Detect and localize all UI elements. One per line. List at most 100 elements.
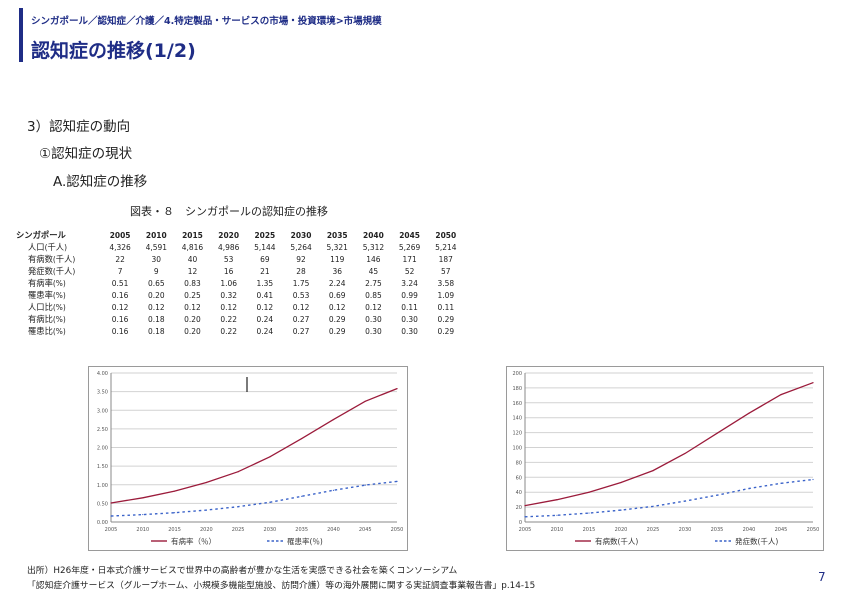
y-tick-label: 3.00 [97, 408, 108, 414]
y-tick-label: 160 [512, 401, 522, 407]
table-year-header: 2030 [290, 230, 312, 240]
table-cell: 3.24 [401, 278, 418, 288]
table-cell: 0.53 [292, 290, 310, 300]
table-cell: 0.12 [220, 302, 237, 312]
table-year-header: 2010 [145, 230, 167, 240]
table-cell: 0.83 [184, 278, 201, 288]
table-cell: 0.69 [328, 290, 346, 300]
data-point [237, 506, 239, 508]
y-tick-label: 140 [512, 416, 522, 422]
table-year-header: 2035 [326, 230, 348, 240]
table-row: 有病比(%) 0.16 0.18 0.20 0.22 0.24 0.27 0.29 0.30 0.… [16, 313, 464, 325]
y-tick-label: 80 [516, 460, 522, 466]
breadcrumb: シンガポール／認知症／介護／4.特定製品・サービスの市場・投資環境>市場規模 [31, 16, 382, 27]
x-tick-label: 2010 [551, 527, 564, 533]
data-point [620, 481, 622, 484]
table-row-label: 罹患比(%) [28, 326, 66, 336]
data-point [652, 469, 654, 472]
data-point [748, 487, 750, 490]
table-cell: 1.35 [256, 278, 274, 288]
table-cell: 0.24 [256, 314, 274, 324]
data-point [205, 509, 207, 511]
table-cell: 0.12 [111, 302, 129, 312]
table-cell: 69 [260, 254, 270, 264]
table-row: 発症数(千人) 7 9 12 16 21 28 36 45 52 57 [16, 265, 464, 277]
outline-level-2: ①認知症の現状 [39, 146, 133, 162]
x-tick-label: 2020 [200, 527, 213, 533]
table-cell: 0.16 [111, 314, 129, 324]
x-tick-label: 2020 [615, 527, 628, 533]
table-row-label: 発症数(千人) [28, 266, 76, 276]
data-point [173, 512, 176, 514]
series-line-1 [524, 478, 814, 518]
table-header-row: シンガポール 2005 2010 2015 2020 2025 2030 203… [16, 229, 464, 241]
y-tick-label: 180 [512, 386, 522, 392]
y-tick-label: 0.50 [97, 501, 108, 507]
y-tick-label: 200 [512, 371, 522, 377]
data-point [142, 513, 144, 516]
table-row: 人口比(%) 0.12 0.12 0.12 0.12 0.12 0.12 0.12 0.12 0.… [16, 301, 464, 313]
table-year-header: 2025 [254, 230, 276, 240]
outline-level-1: 3）認知症の動向 [27, 119, 131, 135]
data-point [332, 418, 335, 421]
table-row-label: 人口比(%) [28, 302, 66, 312]
data-point [142, 497, 144, 499]
table-cell: 12 [187, 266, 198, 276]
data-point [716, 432, 718, 434]
table-cell: 146 [366, 254, 381, 264]
table-cell: 0.30 [365, 326, 382, 336]
title-accent-bar [19, 8, 23, 62]
data-point [556, 514, 558, 516]
table-row-label: 有病数(千人) [28, 254, 76, 264]
table-cell: 0.29 [328, 314, 346, 324]
data-point [301, 495, 303, 497]
table-cell: 0.12 [328, 302, 346, 312]
table-cell: 0.18 [147, 314, 165, 324]
table-cell: 187 [438, 254, 453, 264]
table-cell: 0.20 [147, 290, 165, 300]
data-point [110, 515, 112, 517]
table-cell: 0.41 [256, 290, 274, 300]
table-year-header: 2050 [435, 230, 457, 240]
data-point [396, 480, 398, 482]
y-tick-label: 1.50 [97, 464, 108, 470]
table-cell: 0.30 [401, 326, 418, 336]
table-cell: 0.27 [292, 314, 310, 324]
x-tick-label: 2030 [264, 527, 277, 533]
table-cell: 0.29 [328, 326, 346, 336]
table-cell: 119 [330, 254, 345, 264]
table-cell: 30 [151, 254, 162, 264]
table-row: 罹患率(%) 0.16 0.20 0.25 0.32 0.41 0.53 0.69 0.85 0.… [16, 289, 464, 301]
table-cell: 0.99 [401, 290, 418, 300]
y-tick-label: 120 [512, 431, 522, 437]
table-cell: 0.16 [111, 326, 129, 336]
table-cell: 2.75 [365, 278, 382, 288]
y-tick-label: 60 [516, 475, 522, 481]
x-tick-label: 2045 [775, 527, 788, 533]
data-point [588, 491, 590, 493]
data-point [269, 501, 271, 503]
data-point [524, 516, 526, 518]
table-cell: 0.20 [184, 326, 201, 336]
table-cell: 28 [296, 266, 306, 276]
source-line-2: 「認知症介護サービス（グループホーム、小規模多機能型施設、訪問介護）等の海外展開… [27, 581, 536, 591]
x-tick-label: 2005 [519, 527, 532, 533]
data-point [110, 502, 112, 504]
y-tick-label: 20 [516, 505, 522, 511]
data-point [332, 489, 335, 491]
table-year-header: 2005 [109, 230, 131, 240]
table-cell: 0.12 [292, 302, 310, 312]
y-tick-label: 0.00 [97, 520, 108, 526]
y-tick-label: 40 [516, 490, 522, 496]
dementia-data-table: シンガポール 2005 2010 2015 2020 2025 2030 203… [16, 229, 464, 337]
table-cell: 4,591 [145, 242, 167, 252]
legend-label: 発症数(千人) [735, 536, 778, 546]
x-tick-label: 2030 [679, 527, 692, 533]
table-cell: 52 [404, 266, 415, 276]
table-cell: 0.11 [437, 302, 455, 312]
x-tick-label: 2035 [295, 527, 308, 533]
table-cell: 0.12 [184, 302, 201, 312]
table-cell: 16 [223, 266, 234, 276]
table-cell: 0.29 [437, 314, 455, 324]
table-row: 人口(千人) 4,326 4,591 4,816 4,986 5,144 5,264 5,32… [16, 241, 464, 253]
